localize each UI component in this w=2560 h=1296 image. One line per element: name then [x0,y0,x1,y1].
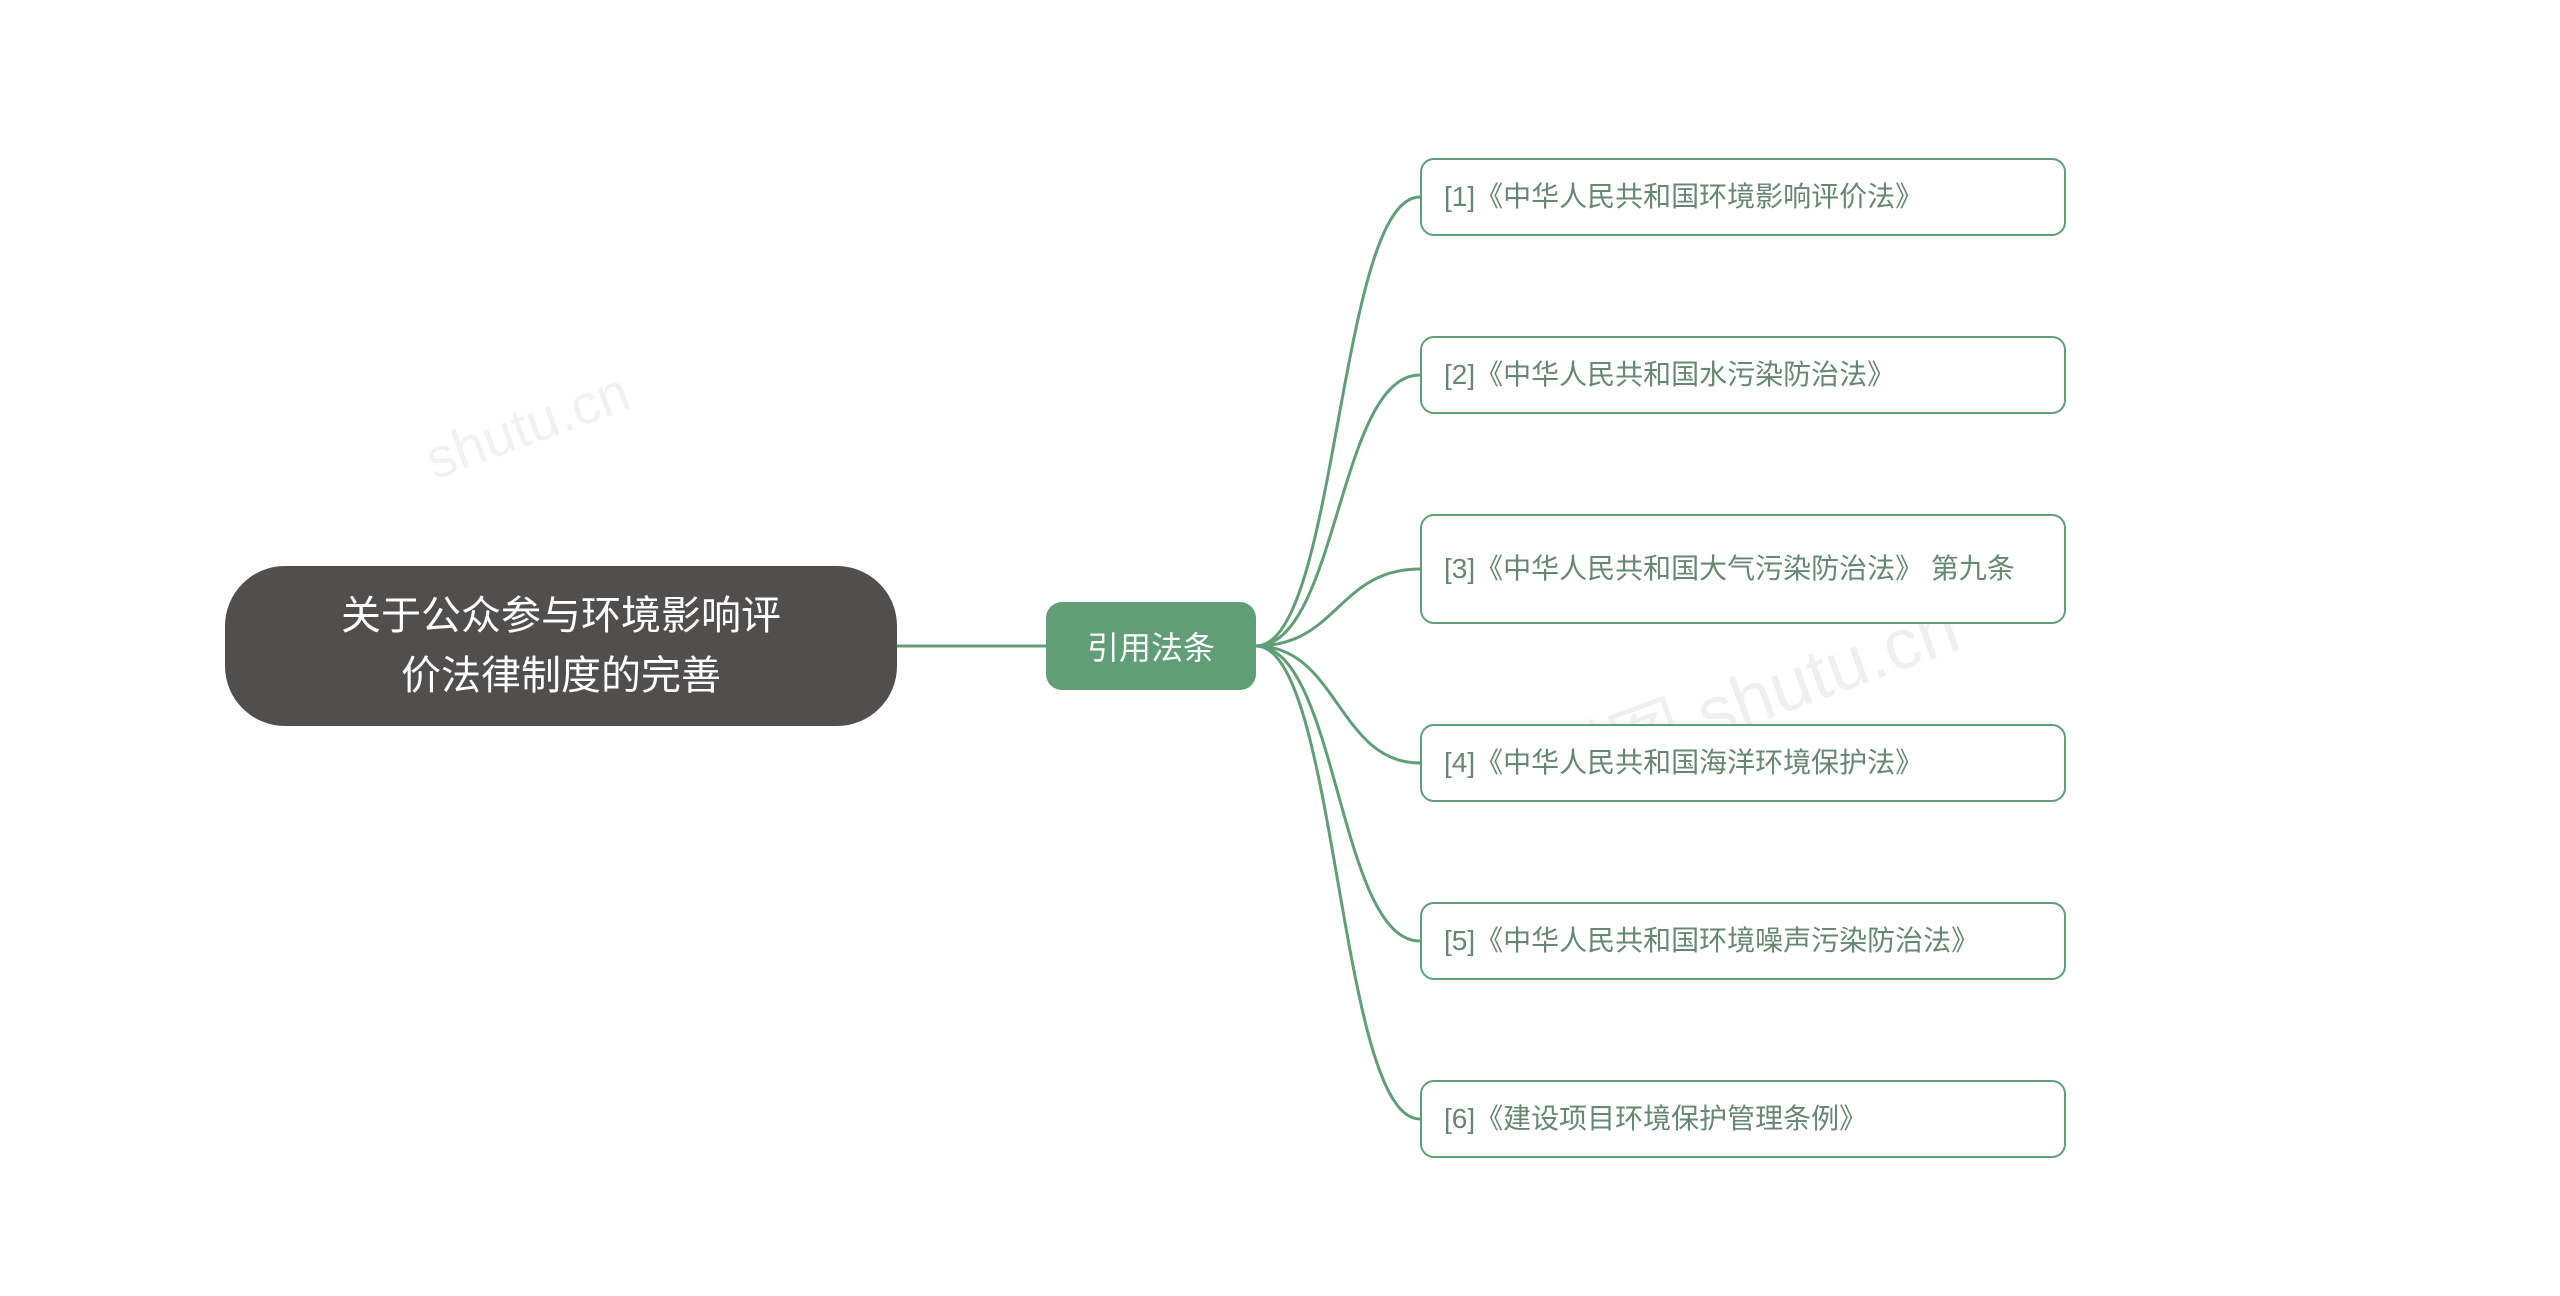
mid-node: 引用法条 [1046,602,1256,690]
leaf-node: [2]《中华人民共和国水污染防治法》 [1420,336,2066,414]
leaf-node: [6]《建设项目环境保护管理条例》 [1420,1080,2066,1158]
leaf-label: [3]《中华人民共和国大气污染防治法》 第九条 [1444,549,2015,590]
leaf-label: [5]《中华人民共和国环境噪声污染防治法》 [1444,921,1979,962]
watermark-1: shutu.cn [412,346,639,495]
watermark-text: shutu.cn [417,359,637,491]
root-node: 关于公众参与环境影响评 价法律制度的完善 [225,566,897,726]
leaf-label: [4]《中华人民共和国海洋环境保护法》 [1444,743,1923,784]
leaf-label: [6]《建设项目环境保护管理条例》 [1444,1099,1867,1140]
leaf-node: [4]《中华人民共和国海洋环境保护法》 [1420,724,2066,802]
leaf-label: [1]《中华人民共和国环境影响评价法》 [1444,177,1923,218]
leaf-node: [5]《中华人民共和国环境噪声污染防治法》 [1420,902,2066,980]
leaf-node: [1]《中华人民共和国环境影响评价法》 [1420,158,2066,236]
leaf-node: [3]《中华人民共和国大气污染防治法》 第九条 [1420,514,2066,624]
mindmap-container: shutu.cn 树图 shutu.cn 关于公众参与环境影响评 价法律制度的完… [0,0,2560,1296]
mid-node-label: 引用法条 [1087,623,1215,669]
leaf-label: [2]《中华人民共和国水污染防治法》 [1444,355,1895,396]
